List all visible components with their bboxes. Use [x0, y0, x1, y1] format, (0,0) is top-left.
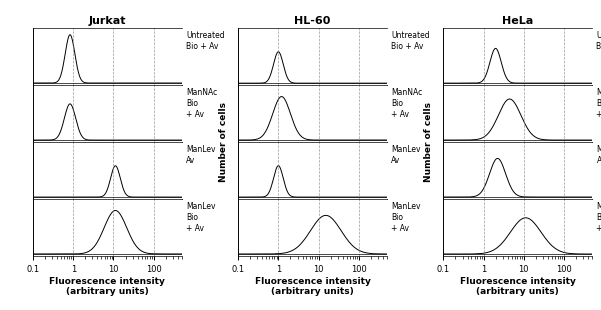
Text: Untreated
Bio + Av: Untreated Bio + Av: [391, 31, 430, 51]
Text: ManLev
Bio
+ Av: ManLev Bio + Av: [186, 202, 216, 233]
Text: Untreated
Bio + Av: Untreated Bio + Av: [596, 31, 601, 51]
Title: HeLa: HeLa: [502, 16, 533, 26]
Text: Untreated
Bio + Av: Untreated Bio + Av: [186, 31, 225, 51]
Text: ManLev
Bio
+ Av: ManLev Bio + Av: [391, 202, 421, 233]
Text: ManNAc
Bio
+ Av: ManNAc Bio + Av: [596, 88, 601, 119]
Text: ManLev
Bio
+ Av: ManLev Bio + Av: [596, 202, 601, 233]
X-axis label: Fluorescence intensity
(arbitrary units): Fluorescence intensity (arbitrary units): [255, 277, 370, 296]
Text: ManLev
Av: ManLev Av: [186, 145, 216, 165]
Title: Jurkat: Jurkat: [88, 16, 126, 26]
Text: ManLev
Av: ManLev Av: [596, 145, 601, 165]
Text: ManNAc
Bio
+ Av: ManNAc Bio + Av: [186, 88, 218, 119]
X-axis label: Fluorescence intensity
(arbitrary units): Fluorescence intensity (arbitrary units): [49, 277, 165, 296]
Text: Number of cells: Number of cells: [424, 102, 433, 182]
Title: HL-60: HL-60: [294, 16, 331, 26]
Text: ManLev
Av: ManLev Av: [391, 145, 421, 165]
Text: Number of cells: Number of cells: [219, 102, 228, 182]
Text: ManNAc
Bio
+ Av: ManNAc Bio + Av: [391, 88, 423, 119]
X-axis label: Fluorescence intensity
(arbitrary units): Fluorescence intensity (arbitrary units): [460, 277, 576, 296]
